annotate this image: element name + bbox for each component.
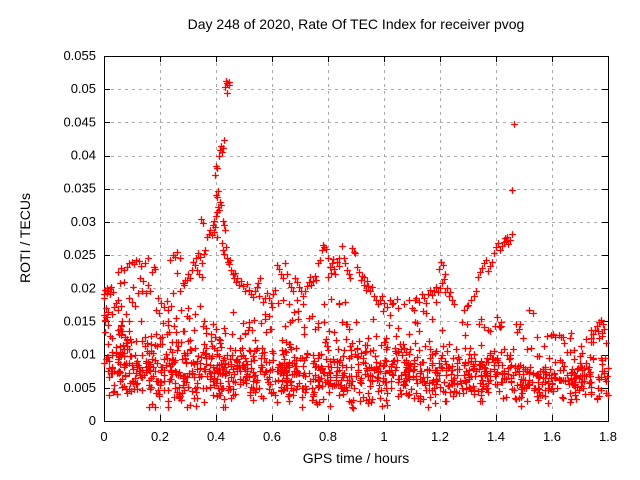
y-tick-label: 0.04 [71,148,96,163]
y-tick-label: 0 [89,413,96,428]
y-tick-label: 0.035 [63,181,96,196]
tick-marks [104,56,609,422]
y-tick-label: 0.02 [71,280,96,295]
chart-title: Day 248 of 2020, Rate Of TEC Index for r… [187,16,525,32]
x-tick-label: 0.2 [151,429,169,444]
x-tick-label: 0.6 [263,429,281,444]
x-tick-label: 1.2 [431,429,449,444]
x-tick-label: 1.8 [599,429,617,444]
x-tick-label: 1.4 [487,429,505,444]
x-tick-label: 0 [100,429,107,444]
x-tick-label: 1 [380,429,387,444]
y-tick-label: 0.045 [63,114,96,129]
y-tick-label: 0.015 [63,313,96,328]
y-tick-label: 0.01 [71,347,96,362]
x-tick-label: 0.8 [319,429,337,444]
data-points [101,78,612,412]
y-tick-label: 0.03 [71,214,96,229]
x-tick-label: 0.4 [207,429,225,444]
y-tick-label: 0.055 [63,48,96,63]
x-axis-label: GPS time / hours [302,450,410,466]
y-tick-label: 0.025 [63,247,96,262]
y-tick-label: 0.005 [63,380,96,395]
y-tick-label: 0.05 [71,81,96,96]
grid-lines [104,56,608,421]
plot-border [104,56,609,422]
x-tick-label: 1.6 [543,429,561,444]
